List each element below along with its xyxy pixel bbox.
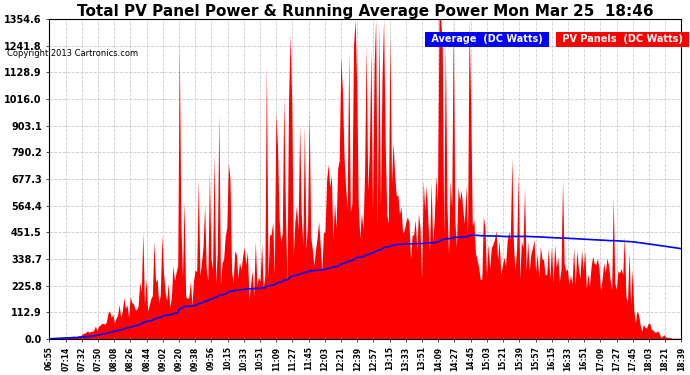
Text: Average  (DC Watts): Average (DC Watts) [428, 34, 546, 44]
Title: Total PV Panel Power & Running Average Power Mon Mar 25  18:46: Total PV Panel Power & Running Average P… [77, 4, 653, 19]
Text: Copyright 2013 Cartronics.com: Copyright 2013 Cartronics.com [7, 49, 138, 58]
Text: PV Panels  (DC Watts): PV Panels (DC Watts) [559, 34, 686, 44]
